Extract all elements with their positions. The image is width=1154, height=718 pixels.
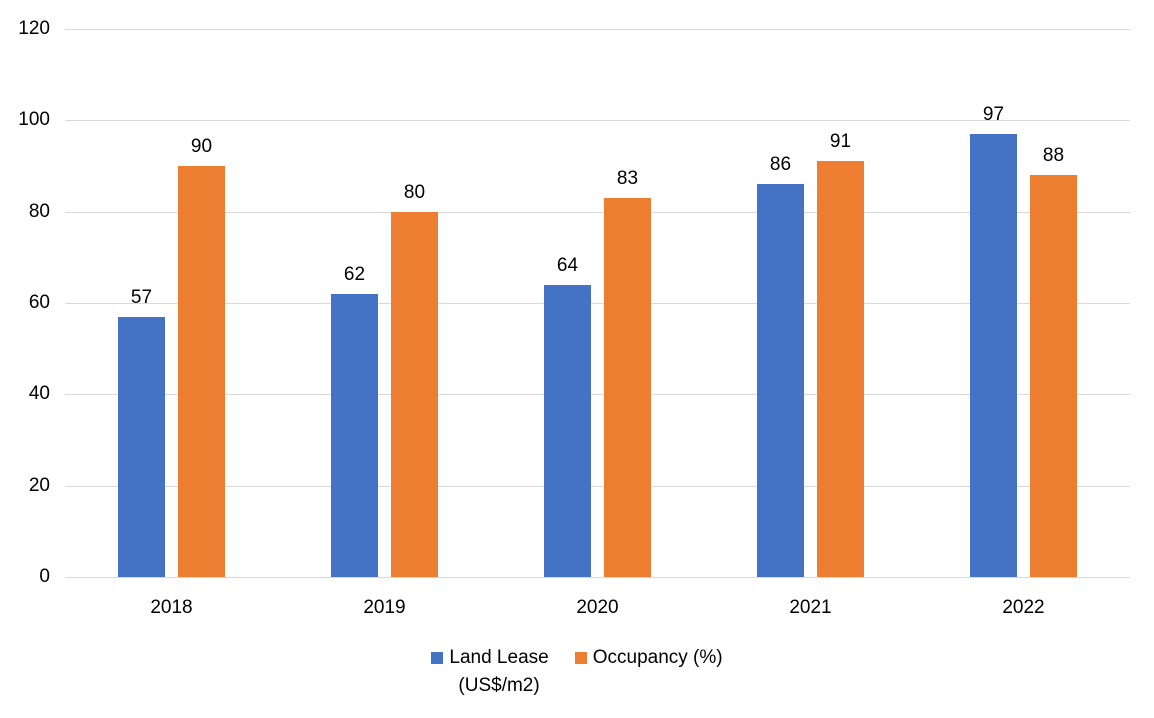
legend: Land Lease (US$/m2) Occupancy (%)	[0, 644, 1154, 700]
bar-land-lease-2019	[331, 293, 378, 577]
bar-land-lease-2022	[970, 134, 1017, 577]
gridline	[65, 29, 1130, 30]
legend-item-occupancy: Occupancy (%)	[574, 644, 723, 672]
y-axis-tick-label: 0	[39, 566, 50, 587]
bar-occupancy-2021	[817, 161, 864, 577]
data-label: 83	[616, 168, 639, 189]
data-label: 91	[829, 131, 852, 153]
bar-land-lease-2020	[544, 284, 591, 577]
bar-occupancy-2020	[604, 198, 651, 577]
legend-swatch-icon	[431, 652, 444, 664]
y-axis-tick-label: 100	[18, 109, 50, 131]
data-label: 90	[190, 136, 213, 157]
bar-occupancy-2019	[391, 211, 438, 577]
legend-label-line: Occupancy (%)	[592, 647, 723, 668]
gridline	[65, 211, 1130, 213]
y-axis-tick-label: 80	[28, 200, 50, 222]
y-axis-tick-label: 60	[28, 292, 50, 313]
data-label: 80	[403, 181, 426, 203]
y-axis-tick-label: 120	[18, 18, 50, 39]
gridline	[65, 303, 1130, 304]
y-axis-tick-label: 20	[28, 474, 50, 496]
bar-land-lease-2021	[757, 184, 804, 577]
legend-label: Land Lease (US$/m2)	[449, 644, 548, 700]
y-axis-tick-label: 40	[28, 383, 50, 405]
x-axis-tick-label: 2020	[576, 597, 619, 618]
data-label: 64	[556, 254, 579, 276]
gridline	[65, 394, 1130, 396]
legend-item-land-lease: Land Lease (US$/m2)	[431, 644, 549, 700]
gridline	[65, 120, 1130, 122]
legend-label-line: (US$/m2)	[458, 675, 540, 696]
gridline	[65, 577, 1130, 578]
data-label: 97	[982, 104, 1005, 125]
data-label: 57	[130, 286, 153, 308]
data-label: 86	[769, 154, 792, 176]
x-axis-tick-label: 2019	[363, 597, 406, 618]
x-axis-tick-label: 2021	[789, 597, 832, 618]
legend-swatch-icon	[574, 652, 587, 664]
data-label: 88	[1042, 145, 1065, 167]
x-axis-tick-label: 2022	[1002, 597, 1045, 618]
bar-occupancy-2022	[1030, 175, 1077, 577]
legend-label-line: Land Lease	[449, 647, 549, 668]
x-axis-tick-label: 2018	[150, 597, 193, 618]
data-label: 62	[343, 263, 366, 285]
gridline	[65, 485, 1130, 487]
bar-occupancy-2018	[178, 166, 225, 577]
bar-land-lease-2018	[118, 316, 165, 577]
legend-label: Occupancy (%)	[593, 644, 723, 672]
